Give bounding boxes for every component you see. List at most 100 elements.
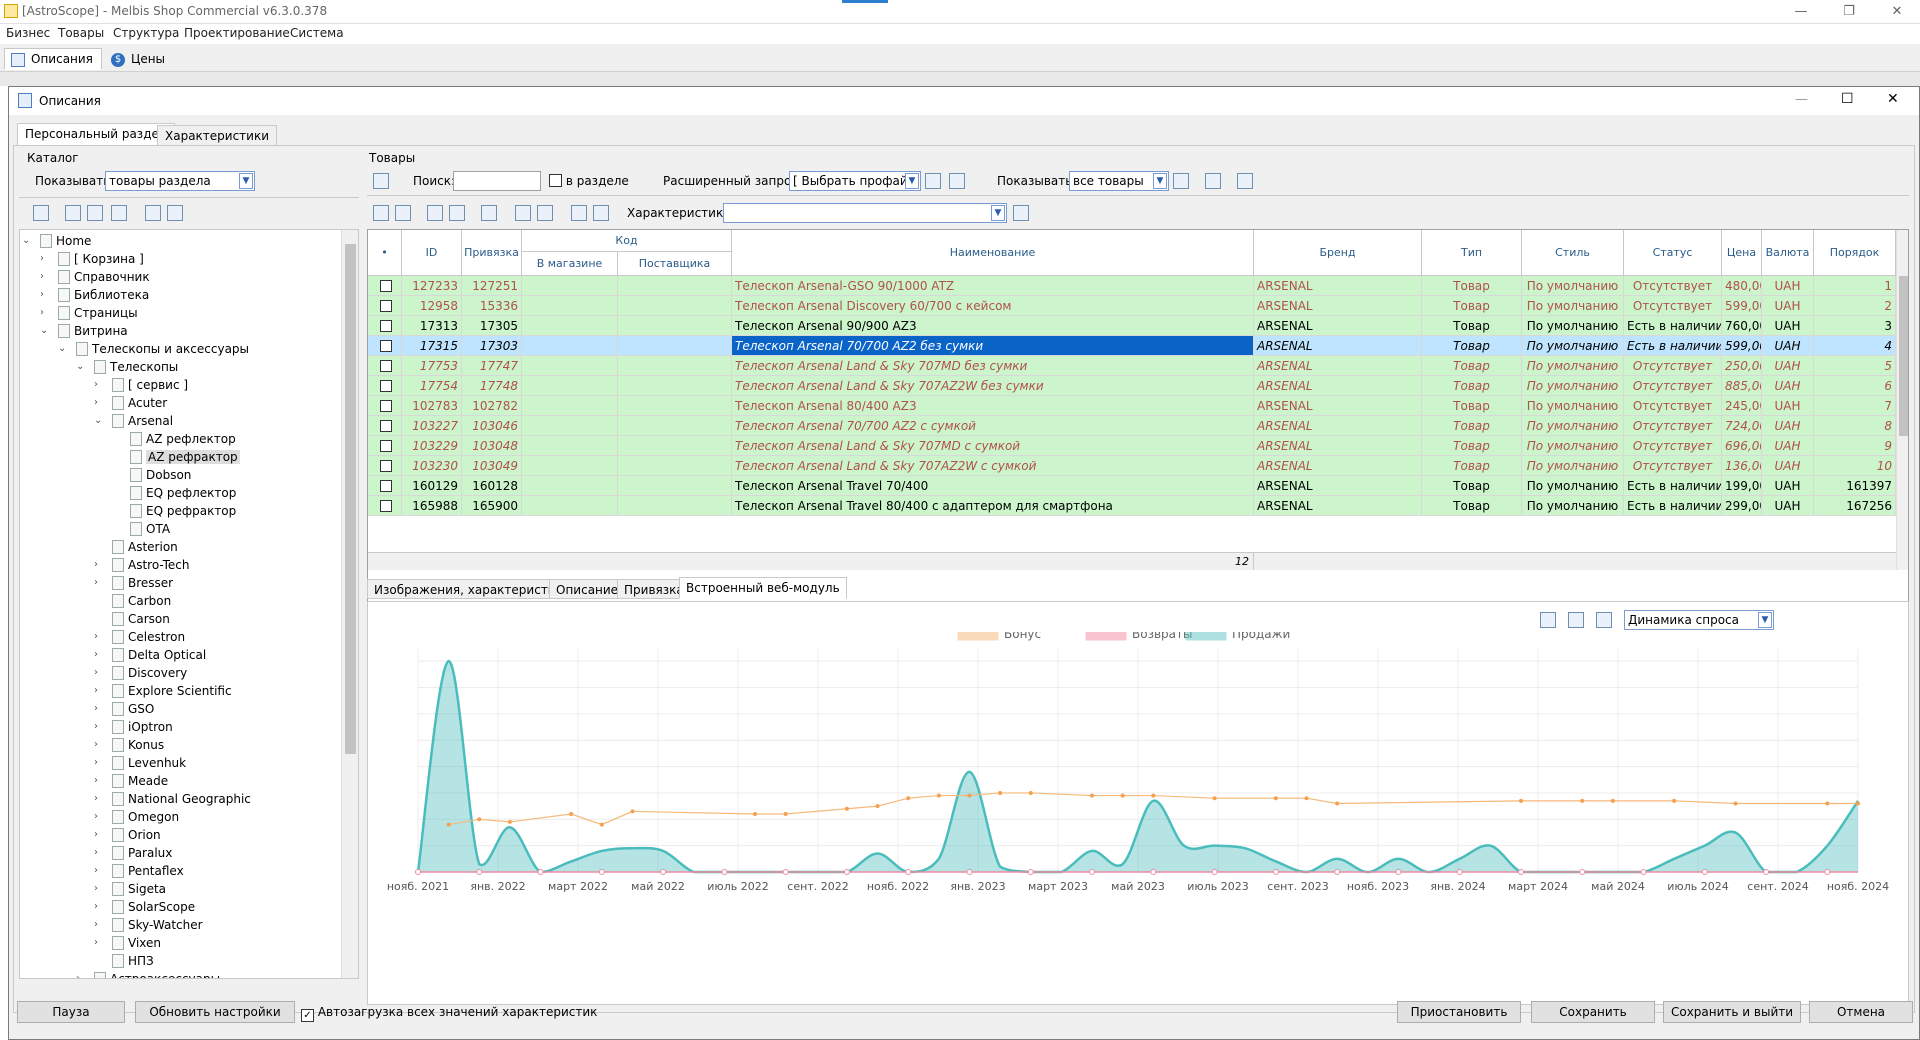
tree-node[interactable]: › Celestron	[94, 628, 185, 646]
checkbox-box[interactable]	[549, 174, 562, 187]
tree-node[interactable]: › Bresser	[94, 574, 173, 592]
tab-prices[interactable]: $ Цены	[104, 48, 174, 70]
tree-node[interactable]: ⌄ Arsenal	[94, 412, 173, 430]
table-row[interactable]: 103227 103046 Телескоп Arsenal 70/700 AZ2 …	[368, 416, 1896, 436]
group-icon[interactable]	[537, 205, 553, 221]
tree-node[interactable]: НПЗ	[112, 952, 154, 970]
table-row[interactable]: 103229 103048 Телескоп Arsenal Land & Sky …	[368, 436, 1896, 456]
tree-node[interactable]: AZ рефлектор	[130, 430, 236, 448]
link-product-icon[interactable]	[481, 205, 497, 221]
tab-descriptions[interactable]: Описания	[4, 48, 102, 70]
col-style[interactable]: Стиль	[1522, 230, 1624, 276]
expand-icon[interactable]: ›	[94, 829, 98, 840]
tree-node[interactable]: › Explore Scientific	[94, 682, 232, 700]
tree-node[interactable]: › Delta Optical	[94, 646, 206, 664]
expand-icon[interactable]: ›	[94, 739, 98, 750]
tree-scroll-thumb[interactable]	[345, 244, 356, 754]
search-input[interactable]	[453, 171, 541, 191]
collapse-icon[interactable]: ⌄	[76, 361, 85, 372]
expand-icon[interactable]: ›	[94, 901, 98, 912]
tab-images[interactable]: Изображения, характеристики	[367, 579, 578, 599]
load-list-icon[interactable]	[593, 205, 609, 221]
refresh-settings-button[interactable]: Обновить настройки	[135, 1001, 295, 1023]
tree-scrollbar[interactable]	[341, 230, 358, 978]
expand-icon[interactable]: ›	[40, 307, 44, 318]
table-row[interactable]: 17313 17305 Телескоп Arsenal 90/900 AZ3 ARS…	[368, 316, 1896, 336]
tree-node[interactable]: EQ рефлектор	[130, 484, 236, 502]
tree-node[interactable]: › Meade	[94, 772, 168, 790]
row-checkbox[interactable]	[380, 400, 392, 412]
edit-product-icon[interactable]	[427, 205, 443, 221]
tree-node[interactable]: › National Geographic	[94, 790, 251, 808]
menu-system[interactable]: Система	[290, 26, 344, 40]
profile-select[interactable]: [ Выбрать профайл ] ▼	[789, 171, 921, 191]
tree-node[interactable]: › Paralux	[94, 844, 172, 862]
row-checkbox[interactable]	[380, 340, 392, 352]
expand-icon[interactable]: ›	[94, 559, 98, 570]
tab-personal-section[interactable]: Персональный раздел	[17, 123, 175, 146]
expand-icon[interactable]: ›	[94, 667, 98, 678]
refresh-icon[interactable]	[1205, 173, 1221, 189]
move-down-icon[interactable]	[167, 205, 183, 221]
row-checkbox[interactable]	[380, 360, 392, 372]
menu-design[interactable]: Проектирование	[184, 26, 290, 40]
add-product-icon[interactable]	[373, 173, 389, 189]
tree-node[interactable]: › Omegon	[94, 808, 179, 826]
tree-node[interactable]: ⌄ Телескопы	[76, 358, 178, 376]
suspend-button[interactable]: Приостановить	[1397, 1001, 1521, 1023]
row-checkbox[interactable]	[380, 300, 392, 312]
tree-node[interactable]: › Библиотека	[40, 286, 149, 304]
save-button[interactable]: Сохранить	[1531, 1001, 1655, 1023]
tree-node[interactable]: Dobson	[130, 466, 191, 484]
collapse-icon[interactable]: ⌄	[58, 343, 67, 354]
tab-binding[interactable]: Привязка	[617, 579, 691, 599]
tree-node[interactable]: ⌄ Home	[22, 232, 91, 250]
delete-product-icon[interactable]	[449, 205, 465, 221]
products-grid[interactable]: • ID Привязка Код В магазине Поставщика …	[367, 229, 1909, 647]
dialog-maximize-icon[interactable]: ☐	[1841, 91, 1854, 107]
table-row[interactable]: 103230 103049 Телескоп Arsenal Land & Sky …	[368, 456, 1896, 476]
tree-node[interactable]: › iOptron	[94, 718, 173, 736]
tree-node[interactable]: ⌄ Витрина	[40, 322, 128, 340]
expand-icon[interactable]: ›	[40, 253, 44, 264]
tree-node[interactable]: ⌄ Телескопы и аксессуары	[58, 340, 249, 358]
expand-icon[interactable]: ›	[94, 397, 98, 408]
checkbox-checked[interactable]: ✓	[301, 1009, 314, 1022]
pause-button[interactable]: Пауза	[17, 1001, 125, 1023]
maximize-icon[interactable]: ❐	[1843, 4, 1855, 19]
col-brand[interactable]: Бренд	[1254, 230, 1422, 276]
tab-description[interactable]: Описание	[549, 579, 626, 599]
expand-icon[interactable]: ›	[94, 847, 98, 858]
chart-back-icon[interactable]	[1540, 612, 1556, 628]
tree-node[interactable]: Carbon	[112, 592, 171, 610]
tree-node[interactable]: › Pentaflex	[94, 862, 184, 880]
dialog-minimize-icon[interactable]: —	[1795, 92, 1808, 107]
tree-node[interactable]: › Orion	[94, 826, 161, 844]
row-checkbox[interactable]	[380, 280, 392, 292]
expand-icon[interactable]: ›	[40, 289, 44, 300]
menu-goods[interactable]: Товары	[58, 26, 105, 40]
expand-icon[interactable]: ›	[76, 973, 80, 979]
move-product-icon[interactable]	[515, 205, 531, 221]
tree-node[interactable]: › Астроаксессуары	[76, 970, 220, 978]
new-product-icon[interactable]	[373, 205, 389, 221]
close-icon[interactable]: ✕	[1891, 4, 1903, 19]
table-row[interactable]: 160129 160128 Телескоп Arsenal Travel 70/4…	[368, 476, 1896, 496]
grid-scrollbar[interactable]	[1896, 230, 1908, 570]
expand-icon[interactable]: ›	[94, 811, 98, 822]
move-up-icon[interactable]	[145, 205, 161, 221]
tab-characteristics[interactable]: Характеристики	[157, 125, 278, 146]
tree-node[interactable]: › [ сервис ]	[94, 376, 188, 394]
col-id[interactable]: ID	[402, 230, 462, 276]
tree-node[interactable]: › Vixen	[94, 934, 161, 952]
col-currency[interactable]: Валюта	[1762, 230, 1814, 276]
col-order[interactable]: Порядок	[1814, 230, 1896, 276]
expand-icon[interactable]: ›	[94, 865, 98, 876]
tree-node[interactable]: › GSO	[94, 700, 154, 718]
chart-mode-select[interactable]: Динамика спроса ▼	[1624, 610, 1774, 630]
table-row[interactable]: 17315 17303 Телескоп Arsenal 70/700 AZ2 бе…	[368, 336, 1896, 356]
save-exit-button[interactable]: Сохранить и выйти	[1663, 1001, 1801, 1023]
table-row[interactable]: 17754 17748 Телескоп Arsenal Land & Sky 70…	[368, 376, 1896, 396]
row-checkbox[interactable]	[380, 460, 392, 472]
col-bind[interactable]: Привязка	[462, 230, 522, 276]
